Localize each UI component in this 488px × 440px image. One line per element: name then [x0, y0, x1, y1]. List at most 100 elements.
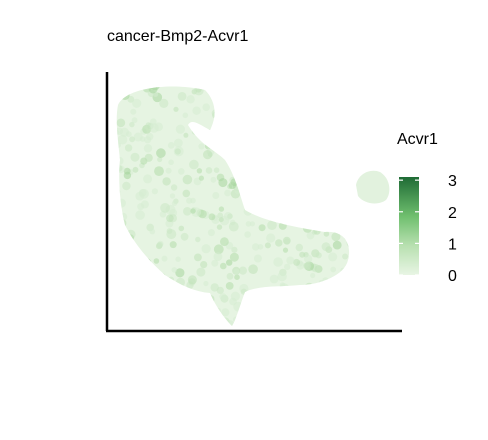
scatter-point	[253, 254, 262, 263]
scatter-point	[322, 182, 328, 189]
scatter-point	[218, 206, 225, 212]
scatter-point	[332, 240, 342, 250]
scatter-point	[261, 117, 267, 123]
scatter-point	[323, 92, 332, 101]
scatter-point	[215, 319, 225, 326]
scatter-point	[239, 185, 245, 192]
scatter-point	[331, 88, 339, 96]
scatter-point	[276, 174, 283, 181]
scatter-point	[328, 252, 338, 262]
scatter-point	[328, 128, 338, 139]
scatter-point	[215, 307, 222, 314]
scatter-point	[272, 153, 282, 162]
scatter-point	[117, 303, 127, 314]
scatter-point	[116, 127, 124, 136]
scatter-point	[141, 305, 148, 313]
scatter-point	[232, 98, 239, 104]
scatter-point	[295, 159, 305, 169]
scatter-point	[282, 295, 290, 303]
scatter-point	[302, 214, 312, 224]
scatter-point	[126, 229, 136, 240]
scatter-point	[342, 253, 349, 260]
scatter-point	[161, 255, 168, 262]
scatter-point	[306, 139, 317, 150]
scatter-point	[286, 256, 295, 265]
scatter-point	[310, 125, 318, 133]
scatter-point	[278, 221, 287, 230]
scatter-point	[222, 138, 229, 145]
scatter-point	[346, 208, 350, 216]
scatter-point	[262, 137, 272, 147]
scatter-point	[317, 153, 324, 159]
scatter-point	[340, 267, 346, 273]
scatter-point	[116, 165, 123, 172]
scatter-point	[147, 297, 154, 304]
scatter-point	[284, 263, 291, 271]
scatter-point	[231, 246, 238, 253]
scatter-point	[301, 86, 310, 94]
colorbar-tick-label: 2	[448, 205, 457, 222]
scatter-point	[264, 242, 271, 249]
scatter-point	[233, 144, 243, 154]
scatter-point	[116, 275, 121, 282]
scatter-point	[229, 252, 239, 262]
scatter-point	[267, 176, 276, 186]
scatter-point	[166, 228, 173, 234]
scatter-point	[298, 213, 305, 219]
scatter-point	[343, 100, 350, 110]
scatter-point	[156, 148, 166, 158]
scatter-point	[273, 257, 283, 267]
scatter-point	[266, 134, 276, 145]
scatter-point	[194, 296, 204, 306]
scatter-point	[322, 277, 329, 284]
scatter-point	[295, 153, 300, 159]
scatter-point	[218, 178, 228, 188]
scatter-point	[123, 167, 131, 175]
scatter-point	[252, 190, 259, 196]
colorbar-tick-label: 3	[448, 173, 457, 190]
scatter-point	[116, 157, 120, 167]
scatter-point	[300, 144, 306, 150]
scatter-point	[226, 259, 233, 266]
scatter-point	[325, 166, 332, 173]
scatter-point	[242, 88, 249, 94]
scatter-point	[198, 175, 204, 181]
scatter-point	[309, 321, 319, 326]
scatter-point	[194, 253, 202, 262]
scatter-point	[156, 275, 162, 281]
scatter-point	[237, 137, 243, 143]
scatter-point	[176, 316, 184, 324]
scatter-point	[129, 136, 136, 143]
scatter-point	[216, 224, 223, 230]
scatter-point	[149, 123, 159, 133]
scatter-point	[338, 274, 347, 283]
scatter-point	[229, 154, 235, 160]
scatter-point	[226, 272, 234, 280]
scatter-point	[261, 138, 271, 148]
scatter-point	[131, 117, 138, 124]
main-cluster	[116, 86, 350, 326]
scatter-point	[346, 125, 350, 132]
scatter-point	[277, 271, 287, 282]
scatter-point	[294, 87, 302, 95]
scatter-point	[219, 125, 229, 135]
scatter-point	[176, 277, 185, 287]
scatter-point	[284, 102, 290, 108]
scatter-point	[125, 259, 132, 265]
scatter-point	[195, 236, 201, 243]
scatter-point	[262, 116, 272, 126]
scatter-point	[257, 299, 264, 306]
scatter-point	[269, 86, 275, 90]
scatter-point	[269, 202, 279, 212]
scatter-point	[215, 98, 226, 109]
scatter-point	[203, 280, 209, 287]
scatter-point	[345, 291, 350, 297]
scatter-point	[227, 142, 235, 150]
scatter-point	[295, 243, 303, 252]
scatter-point	[183, 132, 189, 138]
scatter-point	[269, 100, 277, 108]
scatter-point	[139, 287, 149, 297]
scatter-point	[304, 282, 314, 292]
scatter-point	[129, 121, 135, 128]
scatter-point	[140, 200, 149, 209]
